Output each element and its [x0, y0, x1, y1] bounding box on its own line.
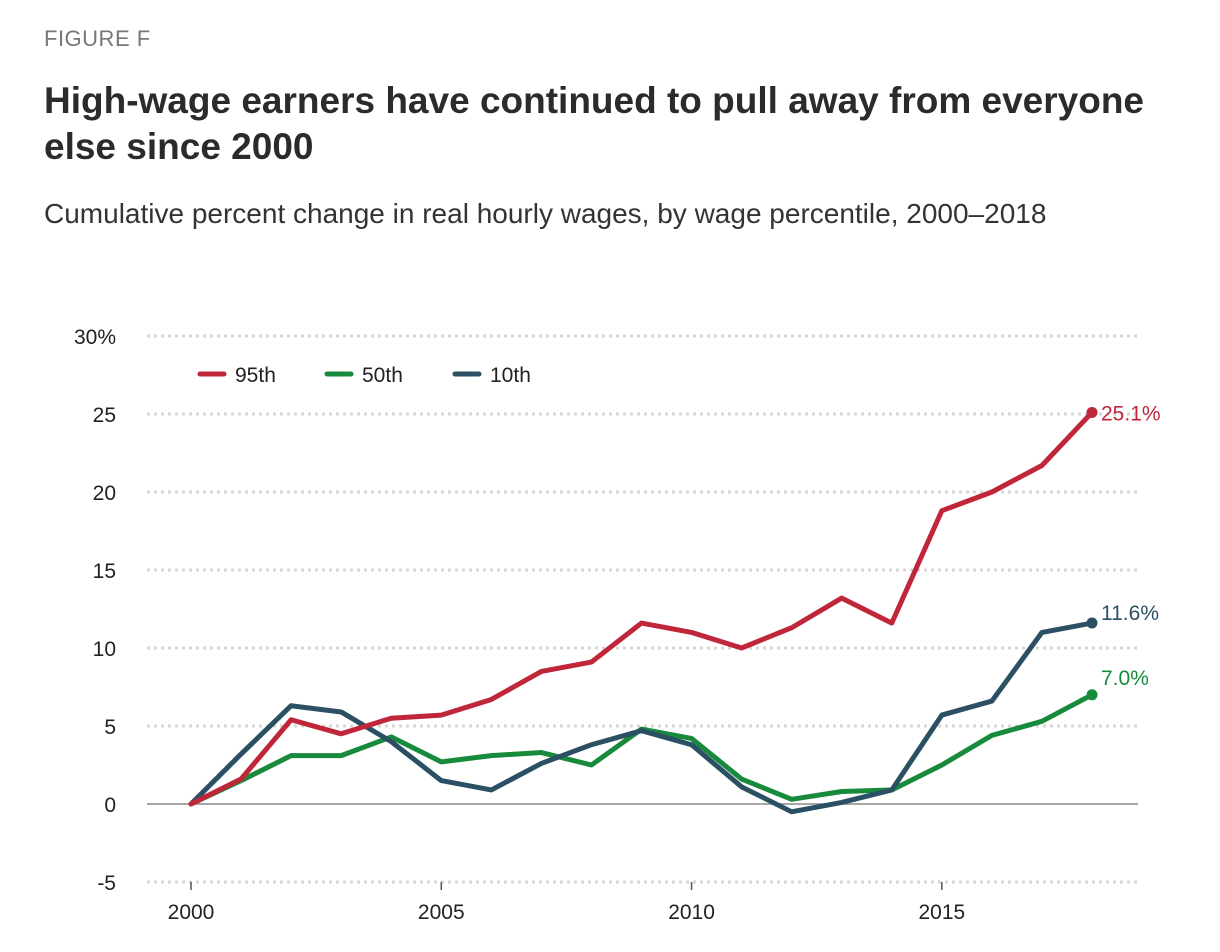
legend-label-95th: 95th — [235, 364, 276, 387]
end-point-10th — [1086, 617, 1098, 629]
end-point-95th — [1086, 406, 1098, 418]
y-tick-label: 0 — [104, 794, 116, 817]
y-tick-label: 15 — [93, 560, 116, 583]
figure-label: FIGURE F — [44, 26, 151, 51]
end-label-50th: 7.0% — [1101, 667, 1149, 690]
x-tick-label: 2015 — [918, 901, 965, 924]
x-tick-label: 2000 — [168, 901, 215, 924]
gridlines — [147, 334, 1138, 884]
y-tick-label: 30% — [74, 326, 116, 349]
y-tick-label: 25 — [93, 404, 116, 427]
end-label-10th: 11.6% — [1101, 602, 1159, 625]
y-tick-label: -5 — [97, 872, 116, 895]
end-point-50th — [1086, 689, 1098, 701]
y-tick-label: 10 — [93, 638, 116, 661]
series-line-95th — [188, 409, 1095, 807]
legend: 95th 50th 10th — [197, 364, 531, 387]
y-tick-label: 20 — [93, 482, 116, 505]
x-tick-label: 2010 — [668, 901, 715, 924]
x-tick-label: 2005 — [418, 901, 465, 924]
y-axis-ticks: 30% 25 20 15 10 5 0 -5 — [74, 326, 116, 895]
y-tick-label: 5 — [104, 716, 116, 739]
chart-title: High-wage earners have continued to pull… — [44, 80, 1145, 167]
legend-label-10th: 10th — [490, 364, 531, 387]
legend-label-50th: 50th — [362, 364, 403, 387]
end-label-95th: 25.1% — [1101, 402, 1161, 425]
series-line-10th — [188, 620, 1095, 815]
series-lines: 25.1% 7.0% 11.6% — [188, 402, 1161, 815]
chart-subtitle: Cumulative percent change in real hourly… — [44, 198, 1047, 229]
x-axis-ticks: 2000 2005 2010 2015 — [168, 882, 965, 924]
